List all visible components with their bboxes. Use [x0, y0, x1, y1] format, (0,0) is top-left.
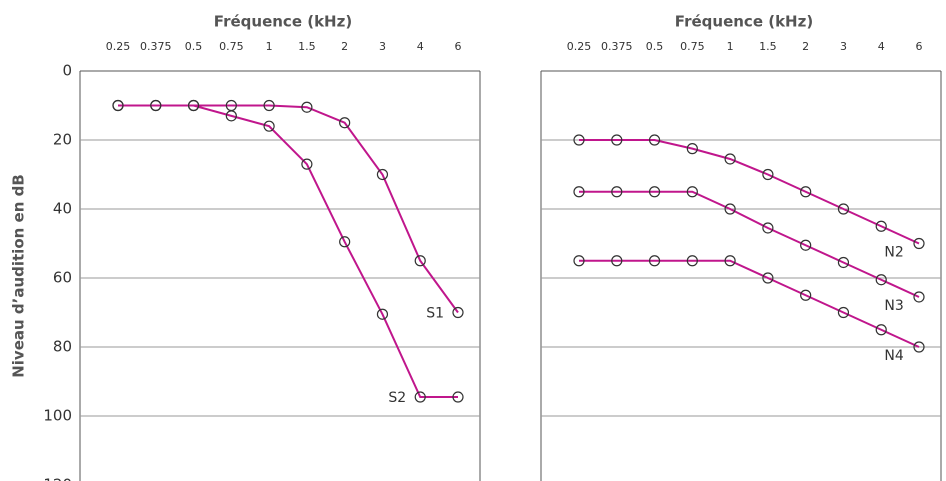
data-point	[837, 306, 850, 319]
data-point	[913, 291, 925, 303]
data-point	[762, 222, 774, 234]
data-point	[150, 99, 162, 112]
x-tick-label: 2	[802, 40, 809, 53]
data-point	[837, 256, 850, 269]
x-tick-label: 1.5	[298, 40, 316, 53]
y-tick-label: 120	[43, 476, 72, 481]
data-point	[263, 99, 275, 112]
data-point	[686, 143, 698, 155]
x-axis-label: Fréquence (kHz)	[675, 13, 813, 31]
x-tick-label: 3	[379, 40, 386, 53]
data-point	[414, 255, 426, 267]
x-axis-label: Fréquence (kHz)	[214, 13, 352, 31]
data-point	[837, 203, 850, 215]
x-tick-label: 1.5	[759, 40, 777, 53]
x-tick-label: 0.25	[106, 40, 131, 53]
x-tick-label: 4	[417, 40, 424, 53]
data-point	[112, 99, 124, 112]
series-line	[579, 190, 920, 298]
x-tick-label: 0.75	[680, 40, 705, 53]
data-point	[339, 117, 351, 129]
data-point	[376, 168, 389, 181]
data-point	[800, 289, 812, 301]
y-tick-label: 60	[53, 269, 72, 287]
y-tick-label: 80	[53, 338, 72, 356]
data-point	[762, 168, 774, 181]
data-point	[724, 255, 736, 267]
x-tick-label: 4	[878, 40, 885, 53]
series-label: N2	[884, 245, 903, 261]
data-point	[913, 341, 925, 353]
data-point	[875, 220, 887, 232]
chart: 0 20 40 60 80 100 120 Fréquence (kHz) Niveau d’a…	[10, 13, 481, 481]
series-line	[118, 104, 458, 399]
series-line	[579, 139, 920, 245]
data-point	[339, 236, 351, 248]
y-tick-label: 20	[53, 131, 72, 149]
data-point	[573, 186, 585, 198]
x-tick-label: 0.375	[601, 40, 633, 53]
data-point	[376, 308, 389, 320]
data-point	[724, 153, 736, 165]
data-point	[414, 391, 426, 403]
x-tick-label: 0.375	[140, 40, 172, 53]
data-point	[648, 255, 661, 267]
y-tick-label: 0	[62, 62, 72, 80]
data-point	[875, 274, 887, 286]
x-tick-label: 0.5	[185, 40, 203, 53]
data-point	[686, 186, 698, 198]
data-point	[611, 134, 623, 146]
data-point	[913, 237, 925, 250]
x-tick-label: 3	[840, 40, 847, 53]
series-label: S1	[426, 306, 444, 322]
data-point	[452, 391, 464, 403]
x-tick-label: 0.75	[219, 40, 244, 53]
y-axis-label: Niveau d’audition en dB	[10, 174, 28, 378]
data-point	[686, 255, 698, 267]
data-point	[611, 186, 623, 198]
series-label: N3	[884, 298, 903, 314]
data-point	[573, 255, 585, 267]
x-tick-label: 0.25	[567, 40, 592, 53]
data-point	[225, 110, 237, 122]
data-point	[648, 186, 661, 198]
x-tick-label: 6	[455, 40, 462, 53]
data-point	[263, 120, 275, 132]
data-point	[187, 99, 200, 112]
data-point	[573, 134, 585, 146]
x-tick-label: 1	[727, 40, 734, 53]
y-tick-label: 40	[53, 200, 72, 218]
data-point	[800, 239, 812, 251]
chart: Fréquence (kHz) 0.25 0.375 0.5 0.75 1 1.5 2 3 4 6 N…	[540, 13, 942, 481]
y-tick-label: 100	[43, 407, 72, 425]
series-line	[579, 259, 920, 348]
x-tick-label: 2	[341, 40, 348, 53]
data-point	[301, 158, 313, 170]
data-point	[875, 324, 887, 336]
data-point	[800, 186, 812, 198]
data-point	[648, 134, 661, 146]
data-point	[301, 101, 313, 113]
series-label: S2	[388, 390, 406, 406]
x-tick-label: 1	[266, 40, 273, 53]
data-point	[452, 306, 464, 319]
x-tick-label: 6	[916, 40, 923, 53]
data-point	[762, 272, 774, 284]
series-label: N4	[884, 348, 903, 364]
data-point	[724, 203, 736, 215]
x-tick-label: 0.5	[646, 40, 664, 53]
data-point	[611, 255, 623, 267]
